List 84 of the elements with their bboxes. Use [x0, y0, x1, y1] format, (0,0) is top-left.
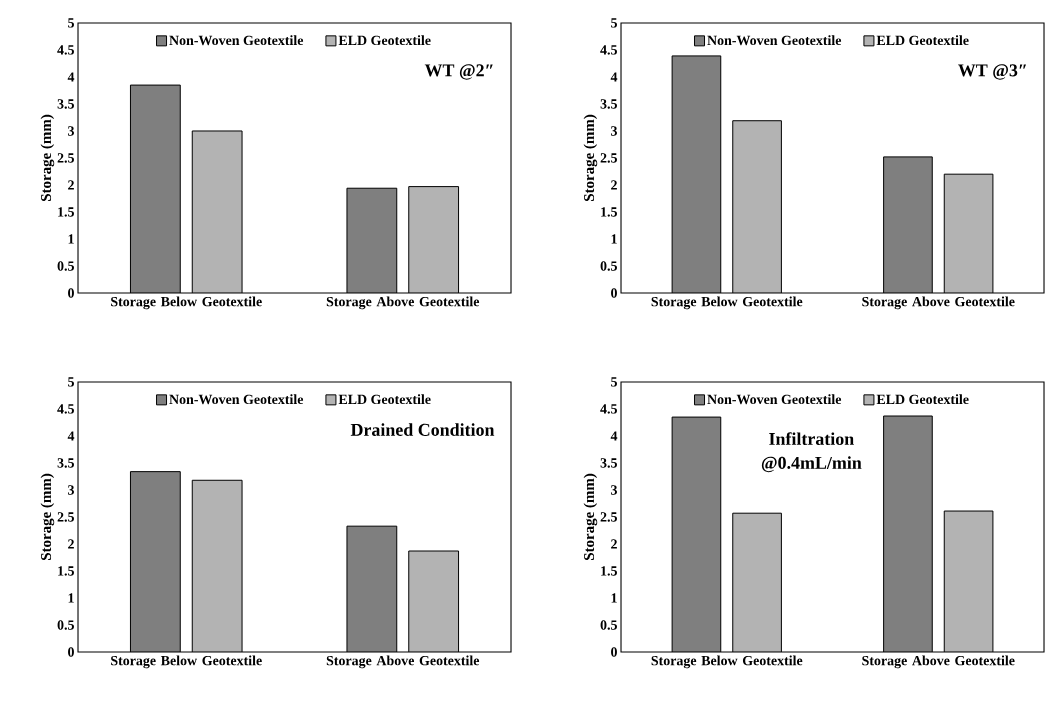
legend-label: Non-Woven Geotextile	[169, 35, 304, 46]
bar	[883, 415, 933, 652]
legend-label: ELD Geotextile	[338, 394, 431, 405]
annotation: WT @3″	[958, 64, 1027, 80]
annotation: Infiltration @0.4mL/min	[761, 432, 862, 473]
bar	[346, 525, 398, 652]
bar	[191, 479, 243, 652]
y-tick-label: 4.5	[600, 404, 617, 414]
y-tick-label: 2	[68, 180, 74, 190]
legend-label: Non-Woven Geotextile	[707, 394, 842, 405]
y-tick-label: 1.5	[58, 566, 74, 576]
bar	[671, 416, 722, 652]
bar	[129, 471, 181, 652]
legend-label: Non-Woven Geotextile	[169, 394, 304, 405]
y-tick-label: 1	[611, 234, 617, 244]
y-tick-label: 1	[611, 593, 617, 603]
y-tick-label: 0.5	[57, 620, 74, 630]
y-tick-label: 0.5	[57, 261, 74, 271]
x-tick-label: Storage Above Geotextile	[862, 655, 1015, 669]
y-tick-label: 0.5	[600, 620, 617, 630]
y-tick-label: 1.5	[601, 207, 617, 217]
y-tick-label: 0.5	[600, 261, 617, 271]
y-tick-label: 2.5	[57, 512, 74, 522]
y-tick-label: 0	[68, 647, 74, 657]
legend-label: ELD Geotextile	[876, 35, 969, 46]
y-tick-label: 4	[610, 431, 618, 441]
y-tick-label: 4	[610, 72, 618, 82]
y-tick-label: 2.5	[600, 512, 617, 522]
x-tick-label: Storage Above Geotextile	[326, 655, 480, 669]
y-tick-label: 4	[67, 72, 75, 82]
y-tick-label: 1	[68, 234, 74, 244]
y-tick-label: 2.5	[600, 153, 617, 163]
y-axis-title: Storage (mm)	[583, 114, 598, 201]
bar	[346, 187, 398, 293]
legend-label: Non-Woven Geotextile	[707, 35, 842, 46]
bar	[732, 512, 782, 652]
y-tick-label: 1.5	[58, 207, 74, 217]
y-tick-label: 3	[611, 126, 618, 136]
y-tick-label: 3.5	[600, 458, 617, 468]
y-axis-title: Storage (mm)	[583, 473, 598, 560]
y-axis-title: Storage (mm)	[40, 473, 55, 560]
y-tick-label: 3	[68, 485, 75, 495]
y-tick-label: 0	[611, 647, 617, 657]
y-tick-label: 4.5	[57, 45, 74, 55]
y-tick-label: 5	[68, 377, 74, 387]
y-tick-label: 3	[68, 126, 75, 136]
bar	[943, 173, 994, 293]
legend-label: ELD Geotextile	[338, 35, 431, 46]
y-tick-label: 5	[68, 18, 74, 28]
bar	[883, 156, 933, 293]
legend-label: ELD Geotextile	[876, 394, 969, 405]
y-tick-label: 4	[67, 431, 75, 441]
y-tick-label: 3.5	[600, 99, 617, 109]
x-tick-label: Storage Below Geotextile	[111, 296, 262, 310]
y-tick-label: 3.5	[57, 458, 74, 468]
x-tick-label: Storage Below Geotextile	[651, 655, 803, 669]
y-tick-label: 2.5	[57, 153, 74, 163]
x-tick-label: Storage Below Geotextile	[651, 296, 803, 310]
y-tick-label: 5	[611, 18, 617, 28]
y-tick-label: 4.5	[600, 45, 617, 55]
annotation: Drained Condition	[350, 423, 495, 436]
y-tick-label: 0	[611, 288, 617, 298]
y-tick-label: 1.5	[601, 566, 617, 576]
x-tick-label: Storage Above Geotextile	[862, 296, 1015, 310]
bar	[943, 510, 994, 652]
bar	[732, 120, 782, 293]
bar	[671, 55, 722, 293]
y-tick-label: 0	[68, 288, 74, 298]
x-tick-label: Storage Below Geotextile	[111, 655, 262, 669]
bar	[129, 84, 181, 293]
y-tick-label: 3	[611, 485, 618, 495]
y-tick-label: 4.5	[57, 404, 74, 414]
y-tick-label: 3.5	[57, 99, 74, 109]
y-axis-title: Storage (mm)	[40, 114, 55, 201]
bar	[191, 130, 243, 293]
y-tick-label: 5	[611, 377, 617, 387]
annotation: WT @2″	[424, 64, 493, 80]
y-tick-label: 2	[68, 539, 74, 549]
bar	[408, 550, 460, 652]
y-tick-label: 2	[611, 180, 617, 190]
y-tick-label: 1	[68, 593, 74, 603]
bar	[408, 186, 460, 293]
y-tick-label: 2	[611, 539, 617, 549]
x-tick-label: Storage Above Geotextile	[326, 296, 480, 310]
